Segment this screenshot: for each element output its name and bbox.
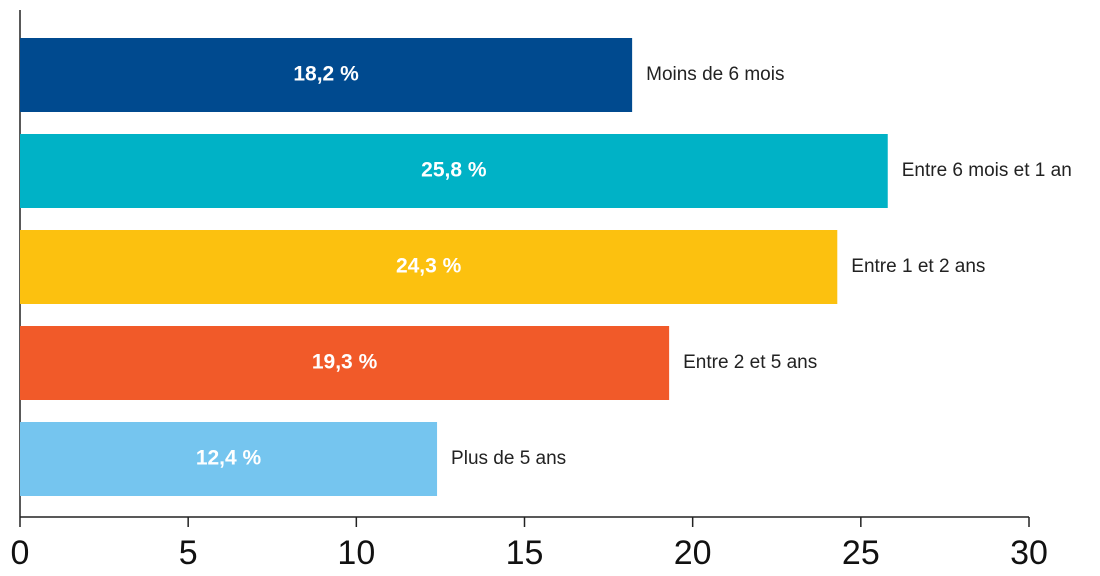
category-label: Entre 1 et 2 ans <box>851 256 985 277</box>
x-tick-label: 25 <box>842 534 880 572</box>
category-label: Entre 2 et 5 ans <box>683 352 817 373</box>
x-tick-label: 5 <box>179 534 198 572</box>
x-tick-label: 30 <box>1010 534 1048 572</box>
x-tick-label: 20 <box>674 534 712 572</box>
x-tick-label: 0 <box>11 534 30 572</box>
value-label: 25,8 % <box>421 159 487 182</box>
bar <box>20 230 838 304</box>
category-label: Plus de 5 ans <box>451 448 566 469</box>
x-tick-label: 15 <box>506 534 544 572</box>
bar <box>20 38 633 112</box>
value-label: 12,4 % <box>196 447 262 470</box>
value-label: 19,3 % <box>312 351 378 374</box>
bar <box>20 326 670 400</box>
value-label: 24,3 % <box>396 255 462 278</box>
bar <box>20 134 888 208</box>
category-label: Moins de 6 mois <box>646 64 784 85</box>
bar <box>20 422 438 496</box>
x-tick-label: 10 <box>337 534 375 572</box>
value-label: 18,2 % <box>293 63 359 86</box>
category-label: Entre 6 mois et 1 an <box>902 160 1072 181</box>
